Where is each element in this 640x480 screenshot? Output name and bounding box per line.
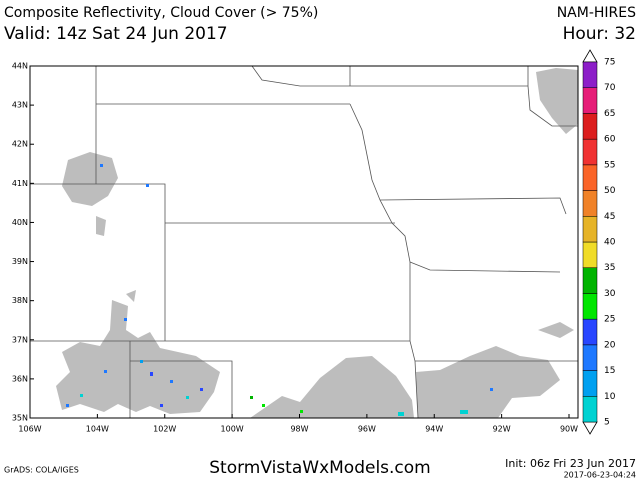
radar-echo bbox=[460, 410, 468, 414]
timestamp: 2017-06-23-04:24 bbox=[564, 471, 636, 480]
forecast-hour: Hour: 32 bbox=[563, 24, 636, 44]
lat-tick-label: 42N bbox=[12, 140, 28, 149]
radar-echo bbox=[66, 404, 69, 407]
radar-echo bbox=[200, 388, 203, 391]
lat-tick-label: 38N bbox=[12, 296, 28, 305]
radar-echo bbox=[140, 360, 143, 363]
model: NAM-HIRES bbox=[557, 5, 636, 21]
map bbox=[29, 65, 579, 419]
radar-echo bbox=[262, 404, 265, 407]
radar-echo bbox=[300, 410, 303, 413]
colorbar-label: 70 bbox=[604, 83, 616, 93]
init-time: Init: 06z Fri 23 Jun 2017 bbox=[505, 457, 636, 470]
credit: GrADS: COLA/IGES bbox=[4, 466, 79, 475]
colorbar-label: 45 bbox=[604, 212, 615, 222]
lon-tick-label: 90W bbox=[560, 425, 578, 434]
colorbar-label: 15 bbox=[604, 366, 615, 376]
lon-tick-label: 102W bbox=[153, 425, 176, 434]
lat-tick-label: 39N bbox=[12, 257, 28, 266]
lat-tick-label: 43N bbox=[12, 101, 28, 110]
clouds bbox=[56, 68, 578, 418]
site: StormVistaWxModels.com bbox=[209, 458, 431, 478]
lat-tick-label: 40N bbox=[12, 218, 28, 227]
radar-echo bbox=[124, 318, 127, 321]
radar-echo bbox=[170, 380, 173, 383]
lon-tick-label: 106W bbox=[18, 425, 41, 434]
lat-tick-label: 37N bbox=[12, 335, 28, 344]
radar-echoes bbox=[66, 164, 493, 416]
radar-echo bbox=[398, 412, 404, 416]
colorbar-label: 10 bbox=[604, 392, 616, 402]
colorbar-box bbox=[582, 216, 598, 243]
colorbar-box bbox=[582, 370, 598, 397]
colorbar-box bbox=[582, 293, 598, 320]
colorbar-box bbox=[582, 138, 598, 166]
colorbar-box bbox=[582, 164, 598, 191]
map-frame bbox=[29, 65, 579, 419]
colorbar-box bbox=[582, 396, 598, 423]
colorbar-box bbox=[582, 113, 598, 140]
colorbar-label: 50 bbox=[604, 186, 616, 196]
lon-tick-label: 104W bbox=[86, 425, 109, 434]
colorbar-label: 35 bbox=[604, 263, 615, 273]
colorbar-label: 65 bbox=[604, 109, 615, 119]
radar-echo bbox=[490, 388, 493, 391]
lon-tick-label: 96W bbox=[358, 425, 376, 434]
colorbar-box bbox=[582, 241, 598, 268]
colorbar-label: 75 bbox=[604, 58, 615, 68]
colorbar-box bbox=[582, 318, 598, 346]
colorbar-box bbox=[582, 190, 598, 217]
state-borders bbox=[30, 65, 578, 419]
lon-tick-label: 100W bbox=[221, 425, 244, 434]
colorbar-label: 40 bbox=[604, 238, 616, 248]
lon-tick-label: 98W bbox=[290, 425, 308, 434]
radar-echo bbox=[150, 372, 153, 376]
colorbar-box bbox=[582, 344, 598, 371]
radar-echo bbox=[104, 370, 107, 373]
radar-echo bbox=[186, 396, 189, 399]
colorbar-label: 5 bbox=[604, 418, 610, 428]
lat-tick-label: 41N bbox=[12, 179, 28, 188]
lon-tick-label: 92W bbox=[493, 425, 511, 434]
colorbar-box bbox=[582, 61, 598, 88]
colorbar-label: 20 bbox=[604, 340, 616, 350]
radar-echo bbox=[160, 404, 163, 407]
colorbar-label: 30 bbox=[604, 289, 616, 299]
radar-echo bbox=[250, 396, 253, 399]
lat-tick-label: 36N bbox=[12, 374, 28, 383]
colorbar-box bbox=[582, 87, 598, 114]
radar-echo bbox=[146, 184, 149, 187]
lon-tick-label: 94W bbox=[425, 425, 443, 434]
colorbar-label: 60 bbox=[604, 135, 616, 145]
colorbar-box bbox=[582, 267, 598, 294]
title: Composite Reflectivity, Cloud Cover (> 7… bbox=[4, 5, 318, 21]
radar-echo bbox=[100, 164, 103, 167]
valid-time: Valid: 14z Sat 24 Jun 2017 bbox=[4, 24, 228, 44]
radar-echo bbox=[80, 394, 83, 397]
lat-tick-label: 44N bbox=[12, 62, 28, 71]
lat-tick-label: 35N bbox=[12, 414, 28, 423]
colorbar-label: 55 bbox=[604, 160, 615, 170]
colorbar-label: 25 bbox=[604, 315, 615, 325]
